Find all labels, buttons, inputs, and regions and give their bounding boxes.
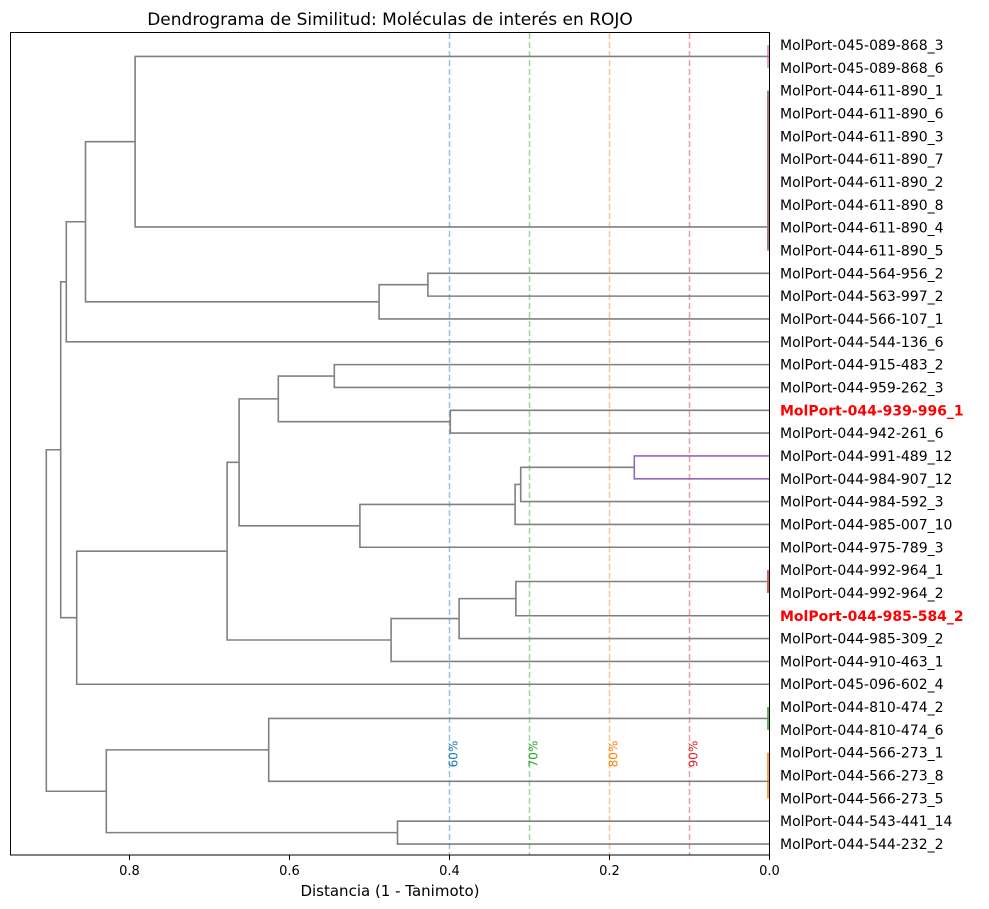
dendrogram-link bbox=[633, 455, 770, 480]
threshold-label: 80% bbox=[607, 741, 621, 768]
leaf-label: MolPort-044-611-890_2 bbox=[780, 175, 944, 191]
x-tick-label: 0.6 bbox=[279, 864, 300, 879]
threshold-labels: 60% 70% 80% 90% bbox=[447, 741, 701, 768]
leaf-label: MolPort-044-566-273_5 bbox=[780, 791, 944, 807]
threshold-lines bbox=[448, 33, 691, 855]
leaf-label: MolPort-044-611-890_1 bbox=[780, 84, 944, 100]
leaf-label: MolPort-044-991-489_12 bbox=[780, 449, 952, 465]
chart-title: Dendrograma de Similitud: Moléculas de i… bbox=[147, 10, 633, 30]
leaf-label: MolPort-044-611-890_7 bbox=[780, 152, 944, 168]
leaf-label: MolPort-044-566-107_1 bbox=[780, 312, 944, 328]
leaf-label: MolPort-044-810-474_6 bbox=[780, 723, 944, 739]
highlighted-leaf-label: MolPort-044-939-996_1 bbox=[780, 403, 964, 419]
leaf-label: MolPort-044-910-463_1 bbox=[780, 654, 944, 670]
dendrogram-links bbox=[45, 45, 770, 845]
leaf-label: MolPort-044-544-136_6 bbox=[780, 335, 944, 351]
x-axis-ticks: 0.8 0.6 0.4 0.2 0.0 bbox=[119, 855, 780, 879]
x-axis-label: Distancia (1 - Tanimoto) bbox=[300, 882, 479, 900]
leaf-label: MolPort-044-563-997_2 bbox=[780, 289, 944, 305]
leaf-label: MolPort-044-992-964_2 bbox=[780, 586, 944, 602]
dendrogram-link bbox=[359, 503, 770, 549]
dendrogram-link bbox=[84, 140, 380, 303]
leaf-label: MolPort-044-566-273_8 bbox=[780, 769, 944, 785]
leaf-label: MolPort-044-611-890_4 bbox=[780, 221, 944, 237]
leaf-label: MolPort-044-564-956_2 bbox=[780, 266, 944, 282]
dendrogram-link bbox=[59, 280, 77, 619]
dendrogram-link bbox=[514, 483, 770, 526]
plot-frame bbox=[10, 32, 770, 856]
threshold-label: 70% bbox=[527, 741, 541, 768]
leaf-label: MolPort-044-915-483_2 bbox=[780, 358, 944, 374]
dendrogram-link bbox=[390, 617, 770, 663]
dendrogram-link bbox=[277, 375, 451, 423]
leaf-label: MolPort-044-985-309_2 bbox=[780, 632, 944, 648]
leaf-label: MolPort-044-985-007_10 bbox=[780, 517, 952, 533]
dendrogram-link bbox=[226, 461, 392, 641]
leaf-label: MolPort-044-984-907_12 bbox=[780, 472, 952, 488]
leaf-label: MolPort-044-566-273_1 bbox=[780, 746, 944, 762]
leaf-label: MolPort-045-089-868_6 bbox=[780, 61, 944, 77]
leaf-label: MolPort-044-975-789_3 bbox=[780, 540, 944, 556]
dendrogram-link bbox=[378, 283, 770, 320]
dendrogram-link bbox=[134, 55, 770, 228]
dendrogram-link bbox=[333, 363, 770, 389]
x-tick-label: 0.8 bbox=[119, 864, 140, 879]
dendrogram-link bbox=[427, 272, 770, 297]
dendrogram-link bbox=[458, 597, 770, 640]
x-tick-label: 0.0 bbox=[759, 864, 780, 879]
dendrogram-link bbox=[65, 220, 770, 343]
dendrogram-link bbox=[515, 580, 770, 617]
dendrogram-link bbox=[396, 820, 770, 845]
dendrogram-link bbox=[45, 448, 107, 793]
x-tick-label: 0.4 bbox=[439, 864, 460, 879]
highlighted-leaf-label: MolPort-044-985-584_2 bbox=[780, 609, 964, 625]
leaf-labels: MolPort-045-089-868_3 MolPort-045-089-868… bbox=[780, 38, 964, 853]
leaf-label: MolPort-044-810-474_2 bbox=[780, 700, 944, 716]
leaf-label: MolPort-045-096-602_4 bbox=[780, 677, 944, 693]
dendrogram-link bbox=[75, 550, 770, 686]
leaf-label: MolPort-044-544-232_2 bbox=[780, 837, 944, 853]
dendrogram-link bbox=[519, 466, 770, 503]
x-tick-label: 0.2 bbox=[599, 864, 620, 879]
leaf-label: MolPort-044-543-441_14 bbox=[780, 814, 953, 830]
leaf-label: MolPort-045-089-868_3 bbox=[780, 38, 944, 54]
leaf-label: MolPort-044-611-890_3 bbox=[780, 129, 944, 145]
dendrogram-link bbox=[105, 749, 398, 834]
threshold-label: 60% bbox=[447, 741, 461, 768]
threshold-label: 90% bbox=[687, 741, 701, 768]
leaf-label: MolPort-044-992-964_1 bbox=[780, 563, 944, 579]
leaf-label: MolPort-044-611-890_6 bbox=[780, 106, 944, 122]
leaf-label: MolPort-044-984-592_3 bbox=[780, 495, 944, 511]
leaf-label: MolPort-044-611-890_5 bbox=[780, 243, 944, 259]
leaf-label: MolPort-044-959-262_3 bbox=[780, 380, 944, 396]
leaf-label: MolPort-044-942-261_6 bbox=[780, 426, 944, 442]
dendrogram-link bbox=[238, 398, 360, 527]
leaf-label: MolPort-044-611-890_8 bbox=[780, 198, 944, 214]
